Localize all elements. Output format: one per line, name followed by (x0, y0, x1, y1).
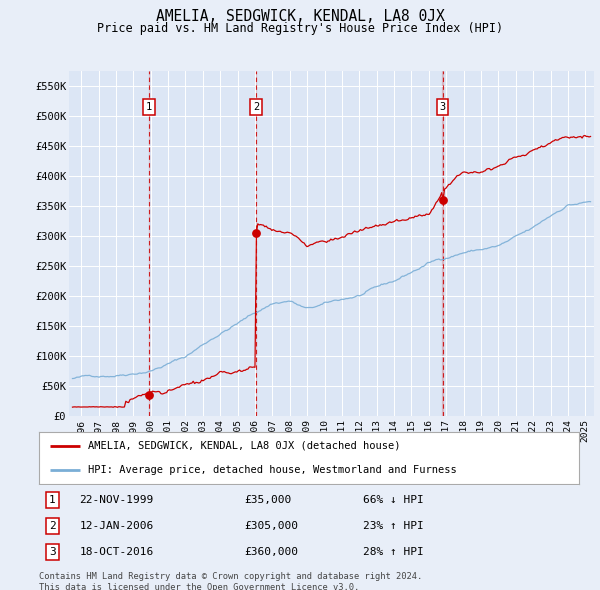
Text: 3: 3 (440, 102, 446, 112)
Text: £35,000: £35,000 (244, 494, 292, 504)
Text: Contains HM Land Registry data © Crown copyright and database right 2024.
This d: Contains HM Land Registry data © Crown c… (39, 572, 422, 590)
Text: 22-NOV-1999: 22-NOV-1999 (79, 494, 154, 504)
Point (438, 195, 448, 205)
Point (251, 228, 260, 238)
Text: 23% ↑ HPI: 23% ↑ HPI (363, 521, 424, 530)
Text: AMELIA, SEDGWICK, KENDAL, LA8 0JX: AMELIA, SEDGWICK, KENDAL, LA8 0JX (155, 9, 445, 24)
Text: 18-OCT-2016: 18-OCT-2016 (79, 547, 154, 557)
Text: AMELIA, SEDGWICK, KENDAL, LA8 0JX (detached house): AMELIA, SEDGWICK, KENDAL, LA8 0JX (detac… (88, 441, 400, 451)
Point (144, 390, 154, 399)
Text: Price paid vs. HM Land Registry's House Price Index (HPI): Price paid vs. HM Land Registry's House … (97, 22, 503, 35)
Text: £305,000: £305,000 (244, 521, 298, 530)
Text: 66% ↓ HPI: 66% ↓ HPI (363, 494, 424, 504)
Text: £360,000: £360,000 (244, 547, 298, 557)
Text: 1: 1 (49, 494, 56, 504)
Text: 28% ↑ HPI: 28% ↑ HPI (363, 547, 424, 557)
Bar (442, 71, 443, 416)
Text: 3: 3 (49, 547, 56, 557)
Text: 12-JAN-2006: 12-JAN-2006 (79, 521, 154, 530)
Text: 1: 1 (146, 102, 152, 112)
Text: 2: 2 (49, 521, 56, 530)
Text: HPI: Average price, detached house, Westmorland and Furness: HPI: Average price, detached house, West… (88, 465, 457, 475)
Text: 2: 2 (253, 102, 259, 112)
